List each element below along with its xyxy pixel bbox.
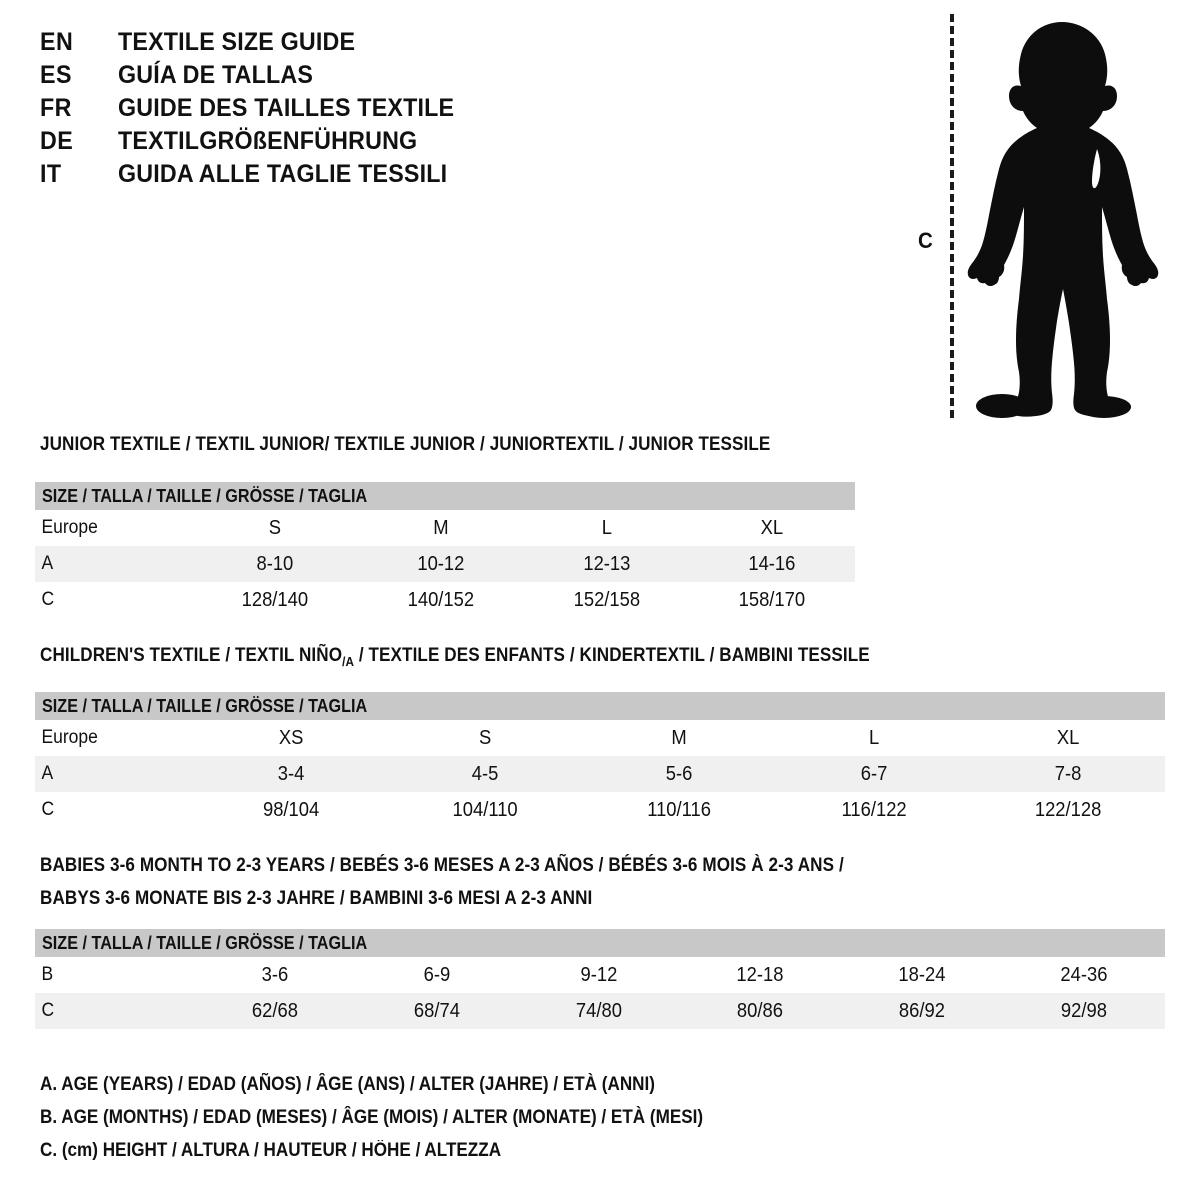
children-band-label: SIZE / TALLA / TAILLE / GRÖSSE / TAGLIA (42, 695, 368, 716)
children-cell-height-4: 116/122 (841, 798, 907, 821)
junior-cell-size-4: XL (760, 516, 784, 539)
babies-cell-height-2: 68/74 (413, 999, 460, 1022)
toddler-silhouette-icon (964, 18, 1164, 423)
language-code-it: IT (40, 160, 62, 188)
junior-row-a: A 8-10 10-12 12-13 14-16 (35, 546, 855, 582)
babies-cell-months-5: 18-24 (898, 963, 946, 986)
children-row-c: C 98/104 104/110 110/116 116/122 122/128 (35, 792, 1165, 828)
section-title-junior: JUNIOR TEXTILE / TEXTIL JUNIOR/ TEXTILE … (40, 434, 771, 455)
language-code-de: DE (40, 127, 74, 155)
babies-row-label-c: C (41, 1000, 55, 1021)
section-title-children-sub: /A (342, 653, 354, 669)
section-title-children: CHILDREN'S TEXTILE / TEXTIL NIÑO/A / TEX… (40, 645, 870, 669)
children-table-band: SIZE / TALLA / TAILLE / GRÖSSE / TAGLIA (35, 692, 1165, 720)
children-cell-height-3: 110/116 (647, 798, 712, 821)
junior-cell-height-4: 158/170 (738, 588, 806, 611)
babies-band-label: SIZE / TALLA / TAILLE / GRÖSSE / TAGLIA (42, 932, 368, 953)
junior-cell-height-2: 140/152 (407, 588, 474, 611)
children-cell-height-1: 98/104 (262, 798, 320, 821)
legend-item-a: A. AGE (YEARS) / EDAD (AÑOS) / ÂGE (ANS)… (40, 1074, 655, 1095)
section-title-children-rest: / TEXTILE DES ENFANTS / KINDERTEXTIL / B… (353, 645, 870, 666)
children-cell-age-3: 5-6 (666, 762, 693, 785)
children-cell-age-1: 3-4 (277, 762, 305, 785)
legend-item-b: B. AGE (MONTHS) / EDAD (MESES) / ÂGE (MO… (40, 1107, 704, 1128)
babies-cell-months-6: 24-36 (1060, 963, 1108, 986)
language-code-fr: FR (40, 94, 72, 122)
babies-cell-months-3: 9-12 (580, 963, 617, 986)
babies-row-c: C 62/68 68/74 74/80 80/86 86/92 92/98 (35, 993, 1165, 1029)
height-measure-label: C (918, 228, 933, 253)
junior-cell-age-1: 8-10 (256, 552, 294, 575)
legend-item-c: C. (cm) HEIGHT / ALTURA / HAUTEUR / HÖHE… (40, 1140, 502, 1161)
section-title-babies-line2: BABYS 3-6 MONATE BIS 2-3 JAHRE / BAMBINI… (40, 888, 593, 909)
children-cell-size-2: S (479, 726, 492, 749)
children-row-a: A 3-4 4-5 5-6 6-7 7-8 (35, 756, 1165, 792)
guide-title-es: GUÍA DE TALLAS (118, 61, 314, 89)
children-cell-age-4: 6-7 (860, 762, 888, 785)
children-row-label-c: C (41, 799, 55, 820)
children-cell-size-4: L (868, 726, 879, 749)
babies-row-label-b: B (41, 964, 54, 985)
junior-band-label: SIZE / TALLA / TAILLE / GRÖSSE / TAGLIA (42, 485, 368, 506)
children-cell-size-5: XL (1056, 726, 1080, 749)
babies-size-table: SIZE / TALLA / TAILLE / GRÖSSE / TAGLIA … (35, 929, 1165, 1029)
junior-table-band: SIZE / TALLA / TAILLE / GRÖSSE / TAGLIA (35, 482, 855, 510)
language-code-en: EN (40, 28, 74, 56)
junior-cell-height-3: 152/158 (573, 588, 640, 611)
guide-title-fr: GUIDE DES TAILLES TEXTILE (118, 94, 455, 122)
junior-cell-height-1: 128/140 (241, 588, 309, 611)
junior-cell-size-3: L (601, 516, 612, 539)
junior-cell-age-4: 14-16 (748, 552, 796, 575)
language-code-es: ES (40, 61, 72, 89)
junior-size-table: SIZE / TALLA / TAILLE / GRÖSSE / TAGLIA … (35, 482, 855, 618)
children-cell-size-3: M (671, 726, 688, 749)
language-row-fr: FR GUIDE DES TAILLES TEXTILE (40, 94, 860, 127)
babies-row-b: B 3-6 6-9 9-12 12-18 18-24 24-36 (35, 957, 1165, 993)
babies-cell-height-3: 74/80 (575, 999, 622, 1022)
babies-cell-height-4: 80/86 (737, 999, 784, 1022)
junior-row-c: C 128/140 140/152 152/158 158/170 (35, 582, 855, 618)
children-cell-size-1: XS (278, 726, 304, 749)
children-row-label-a: A (41, 763, 54, 784)
junior-cell-age-2: 10-12 (417, 552, 465, 575)
children-size-table: SIZE / TALLA / TAILLE / GRÖSSE / TAGLIA … (35, 692, 1165, 828)
height-measure-figure: C (900, 14, 1180, 424)
junior-cell-size-2: M (432, 516, 449, 539)
guide-title-en: TEXTILE SIZE GUIDE (118, 28, 356, 56)
language-row-it: IT GUIDA ALLE TAGLIE TESSILI (40, 160, 860, 193)
children-cell-age-2: 4-5 (472, 762, 499, 785)
babies-cell-months-2: 6-9 (423, 963, 451, 986)
junior-row-europe: Europe S M L XL (35, 510, 855, 546)
babies-cell-height-1: 62/68 (251, 999, 298, 1022)
children-cell-height-2: 104/110 (452, 798, 518, 821)
junior-row-label-europe: Europe (41, 517, 98, 538)
height-dashed-line (950, 14, 954, 418)
junior-cell-age-3: 12-13 (582, 552, 630, 575)
babies-cell-height-5: 86/92 (899, 999, 946, 1022)
language-row-de: DE TEXTILGRÖßENFÜHRUNG (40, 127, 860, 160)
children-row-europe: Europe XS S M L XL (35, 720, 1165, 756)
section-title-children-main: CHILDREN'S TEXTILE / TEXTIL NIÑO (40, 645, 343, 666)
children-row-label-europe: Europe (41, 727, 98, 748)
babies-cell-months-1: 3-6 (261, 963, 289, 986)
measurement-legend: A. AGE (YEARS) / EDAD (AÑOS) / ÂGE (ANS)… (40, 1068, 777, 1167)
language-title-block: EN TEXTILE SIZE GUIDE ES GUÍA DE TALLAS … (40, 28, 860, 193)
junior-row-label-a: A (41, 553, 54, 574)
babies-table-band: SIZE / TALLA / TAILLE / GRÖSSE / TAGLIA (35, 929, 1165, 957)
language-row-en: EN TEXTILE SIZE GUIDE (40, 28, 860, 61)
section-title-babies-line1: BABIES 3-6 MONTH TO 2-3 YEARS / BEBÉS 3-… (40, 855, 844, 876)
guide-title-de: TEXTILGRÖßENFÜHRUNG (118, 127, 418, 155)
junior-row-label-c: C (41, 589, 55, 610)
babies-cell-height-6: 92/98 (1061, 999, 1108, 1022)
children-cell-age-5: 7-8 (1054, 762, 1082, 785)
junior-cell-size-1: S (268, 516, 282, 539)
guide-title-it: GUIDA ALLE TAGLIE TESSILI (118, 160, 448, 188)
babies-cell-months-4: 12-18 (736, 963, 784, 986)
language-row-es: ES GUÍA DE TALLAS (40, 61, 860, 94)
children-cell-height-5: 122/128 (1034, 798, 1102, 821)
